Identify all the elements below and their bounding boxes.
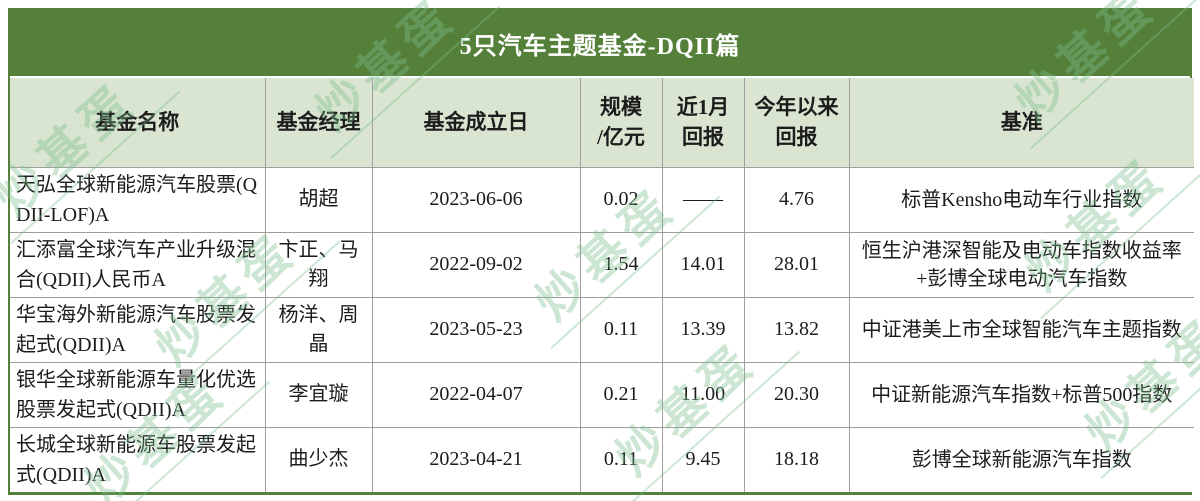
cell-scale: 0.02	[579, 166, 663, 233]
fund-table-card: 5只汽车主题基金-DQII篇 基金名称 基金经理 基金成立日 规模 /亿元 近1…	[8, 8, 1194, 495]
cell-scale: 0.11	[579, 426, 663, 492]
cell-fund-name: 天弘全球新能源汽车股票(QDII-LOF)A	[10, 166, 266, 233]
cell-scale: 1.54	[579, 231, 663, 298]
table-row: 华宝海外新能源汽车股票发起式(QDII)A 杨洋、周晶 2023-05-23 0…	[10, 296, 1194, 363]
cell-ytd-return: 20.30	[743, 361, 850, 428]
cell-benchmark: 标普Kensho电动车行业指数	[848, 166, 1194, 233]
cell-benchmark: 中证新能源汽车指数+标普500指数	[848, 361, 1194, 428]
cell-scale: 0.21	[579, 361, 663, 428]
cell-ytd-return: 13.82	[743, 296, 850, 363]
cell-1m-return: 14.01	[661, 231, 745, 298]
cell-manager: 杨洋、周晶	[264, 296, 373, 363]
cell-manager: 卞正、马翔	[264, 231, 373, 298]
col-header-manager: 基金经理	[264, 78, 373, 168]
cell-inception-date: 2022-09-02	[371, 231, 581, 298]
header-row: 基金名称 基金经理 基金成立日 规模 /亿元 近1月 回报 今年以来 回报 基准	[10, 78, 1194, 168]
col-header-1m-return: 近1月 回报	[661, 78, 745, 168]
cell-manager: 胡超	[264, 166, 373, 233]
col-header-benchmark: 基准	[848, 78, 1194, 168]
table-row: 天弘全球新能源汽车股票(QDII-LOF)A 胡超 2023-06-06 0.0…	[10, 166, 1194, 233]
cell-benchmark: 中证港美上市全球智能汽车主题指数	[848, 296, 1194, 363]
cell-fund-name: 汇添富全球汽车产业升级混合(QDII)人民币A	[10, 231, 266, 298]
cell-manager: 李宜璇	[264, 361, 373, 428]
cell-1m-return: 11.00	[661, 361, 745, 428]
cell-inception-date: 2023-04-21	[371, 426, 581, 492]
cell-manager: 曲少杰	[264, 426, 373, 492]
cell-1m-return: ——	[661, 166, 745, 233]
col-header-fund-name: 基金名称	[10, 78, 266, 168]
fund-table: 基金名称 基金经理 基金成立日 规模 /亿元 近1月 回报 今年以来 回报 基准…	[10, 78, 1194, 492]
col-header-ytd-return: 今年以来 回报	[743, 78, 850, 168]
cell-fund-name: 华宝海外新能源汽车股票发起式(QDII)A	[10, 296, 266, 363]
table-row: 长城全球新能源车股票发起式(QDII)A 曲少杰 2023-04-21 0.11…	[10, 426, 1194, 492]
table-row: 银华全球新能源车量化优选股票发起式(QDII)A 李宜璇 2022-04-07 …	[10, 361, 1194, 428]
cell-ytd-return: 4.76	[743, 166, 850, 233]
cell-fund-name: 银华全球新能源车量化优选股票发起式(QDII)A	[10, 361, 266, 428]
table-row: 汇添富全球汽车产业升级混合(QDII)人民币A 卞正、马翔 2022-09-02…	[10, 231, 1194, 298]
col-header-scale: 规模 /亿元	[579, 78, 663, 168]
cell-fund-name: 长城全球新能源车股票发起式(QDII)A	[10, 426, 266, 492]
cell-scale: 0.11	[579, 296, 663, 363]
cell-benchmark: 彭博全球新能源汽车指数	[848, 426, 1194, 492]
cell-benchmark: 恒生沪港深智能及电动车指数收益率+彭博全球电动汽车指数	[848, 231, 1194, 298]
cell-1m-return: 13.39	[661, 296, 745, 363]
cell-1m-return: 9.45	[661, 426, 745, 492]
cell-inception-date: 2023-05-23	[371, 296, 581, 363]
cell-ytd-return: 28.01	[743, 231, 850, 298]
table-title-bar: 5只汽车主题基金-DQII篇	[10, 10, 1190, 78]
cell-ytd-return: 18.18	[743, 426, 850, 492]
cell-inception-date: 2023-06-06	[371, 166, 581, 233]
page-title: 5只汽车主题基金-DQII篇	[459, 33, 741, 60]
cell-inception-date: 2022-04-07	[371, 361, 581, 428]
col-header-inception-date: 基金成立日	[371, 78, 581, 168]
